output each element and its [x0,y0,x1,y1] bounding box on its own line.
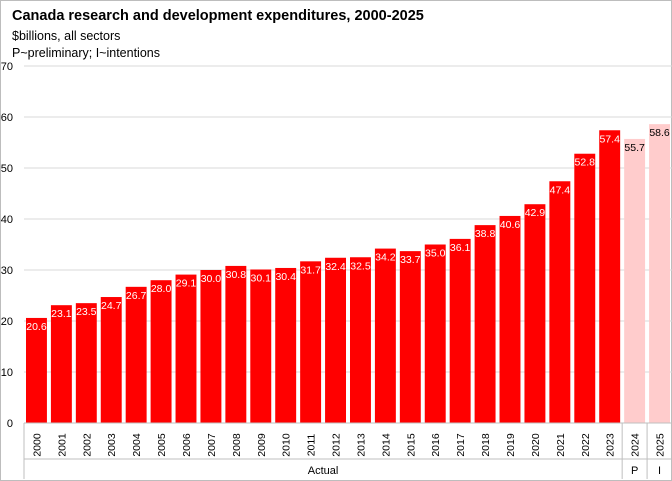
data-label: 26.7 [126,290,147,302]
data-label: 31.7 [300,264,321,276]
x-tick-label: 2003 [106,433,118,457]
x-tick-label: 2024 [630,433,642,457]
bar [250,269,272,423]
y-tick-label: 10 [1,367,13,379]
data-label: 40.6 [500,219,521,231]
x-tick-label: 2000 [31,433,43,457]
data-label: 52.8 [575,157,596,169]
x-tick-label: 2017 [455,433,467,457]
data-label: 36.1 [450,242,471,254]
x-tick-label: 2001 [56,433,68,457]
x-tick-label: 2021 [555,433,567,457]
group-label: Actual [308,465,339,477]
x-tick-label: 2018 [480,433,492,457]
bar [275,267,297,423]
bar [524,204,546,423]
data-label: 30.0 [201,273,222,285]
data-label: 24.7 [101,300,122,312]
x-tick-label: 2015 [405,433,417,457]
bar [599,130,621,423]
data-label: 20.6 [26,321,47,333]
bar [624,138,646,423]
x-tick-label: 2010 [281,433,293,457]
bar [200,270,222,423]
bar [100,297,122,423]
y-tick-label: 50 [1,163,13,175]
data-label: 38.8 [475,228,496,240]
bar [474,225,496,423]
data-label: 23.1 [51,308,72,320]
bar [75,303,97,423]
group-label: P [631,465,638,477]
chart-subtitle-units: $billions, all sectors [12,29,121,43]
x-tick-label: 2019 [505,433,517,457]
x-tick-label: 2012 [331,433,343,457]
x-tick-label: 2007 [206,433,218,457]
x-tick-label: 2009 [256,433,268,457]
bar [125,286,147,423]
data-label: 42.9 [525,207,546,219]
bar [499,215,521,423]
bar [349,257,371,423]
y-tick-label: 60 [1,112,13,124]
bar [549,181,571,423]
x-tick-label: 2014 [380,433,392,457]
bar [225,265,247,423]
bar [424,244,446,423]
data-label: 32.5 [350,260,371,272]
data-label: 29.1 [176,278,197,290]
data-label: 55.7 [624,142,645,154]
x-tick-label: 2004 [131,433,143,457]
x-tick-label: 2013 [355,433,367,457]
bar [399,251,421,423]
data-label: 58.6 [649,127,670,139]
x-tick-label: 2008 [231,433,243,457]
x-tick-label: 2006 [181,433,193,457]
x-tick-label: 2011 [306,434,318,457]
x-tick-label: 2016 [430,433,442,457]
bar [150,280,172,423]
x-tick-label: 2025 [655,433,667,457]
data-label: 57.4 [599,133,620,145]
bar [50,305,72,423]
bar [300,261,322,423]
data-label: 30.4 [275,271,296,283]
data-label: 35.0 [425,248,446,260]
data-label: 33.7 [400,254,421,266]
chart-subtitle-legend-note: P~preliminary; I~intentions [12,46,160,60]
data-label: 34.2 [375,252,396,264]
x-tick-label: 2023 [605,433,617,457]
bar [25,317,47,423]
y-tick-label: 0 [7,418,13,430]
x-tick-label: 2005 [156,433,168,457]
data-label: 30.8 [226,269,247,281]
y-tick-label: 30 [1,265,13,277]
bar [374,248,396,423]
y-tick-label: 70 [1,61,13,73]
x-tick-label: 2022 [580,433,592,457]
bar [325,257,347,423]
x-tick-label: 2020 [530,433,542,457]
bar [449,238,471,423]
data-label: 30.1 [251,272,272,284]
data-label: 28.0 [151,283,172,295]
data-label: 23.5 [76,306,97,318]
data-label: 47.4 [550,184,571,196]
chart-title: Canada research and development expendit… [12,8,424,24]
bar [574,153,596,423]
y-tick-label: 40 [1,214,13,226]
y-tick-label: 20 [1,316,13,328]
bar [649,124,671,423]
bar [175,274,197,423]
group-label: I [658,465,661,477]
x-tick-label: 2002 [81,433,93,457]
data-label: 32.4 [325,261,346,273]
